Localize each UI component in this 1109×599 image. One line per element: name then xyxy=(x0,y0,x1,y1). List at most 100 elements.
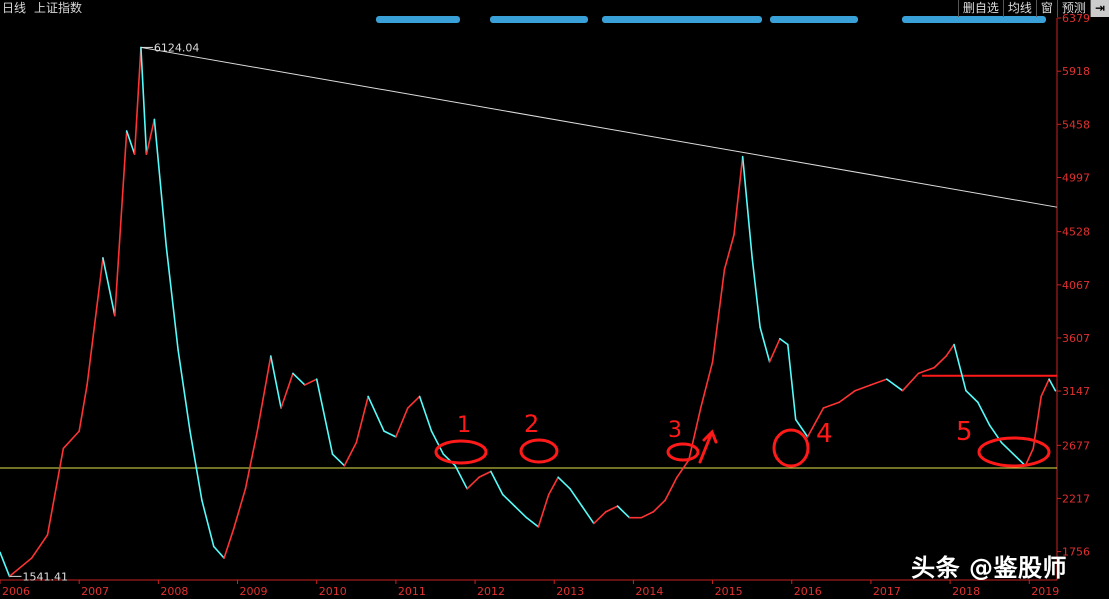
price-segment-6 xyxy=(86,257,104,386)
annotation-number-5: 5 xyxy=(956,417,973,447)
price-segment-61 xyxy=(723,234,735,271)
event-marker-bar-4 xyxy=(902,16,1046,23)
price-segment-70 xyxy=(806,407,825,438)
toolbar-moving-average[interactable]: 均线 xyxy=(1002,0,1036,17)
price-segment-29 xyxy=(343,441,358,467)
annotation-arrow xyxy=(698,429,718,464)
price-segment-26 xyxy=(304,378,318,386)
price-segment-62 xyxy=(733,155,744,236)
price-segment-80 xyxy=(953,343,967,392)
high-label: 6124.04 xyxy=(154,41,200,54)
price-segment-81 xyxy=(965,389,979,404)
price-segment-86 xyxy=(1024,447,1035,467)
event-marker-bar-2 xyxy=(602,16,762,23)
price-segment-40 xyxy=(478,470,492,479)
price-segment-41 xyxy=(490,470,504,496)
price-segment-50 xyxy=(593,511,607,525)
price-segment-59 xyxy=(699,361,714,409)
price-segment-42 xyxy=(501,493,516,507)
price-segment-35 xyxy=(418,395,433,432)
price-segment-68 xyxy=(787,343,797,421)
annotation-number-2: 2 xyxy=(524,410,539,438)
y-tick-label-8: 2677 xyxy=(1062,439,1090,452)
price-segment-43 xyxy=(513,505,528,519)
toolbar-forecast[interactable]: 预测 xyxy=(1056,0,1090,17)
x-tick-label-6: 2012 xyxy=(477,585,505,598)
price-segment-69 xyxy=(794,418,809,438)
price-segment-79 xyxy=(945,343,955,357)
price-segment-8 xyxy=(114,130,128,317)
y-tick-label-0: 6379 xyxy=(1062,12,1090,25)
watermark: 头条 @鉴股师 xyxy=(911,554,1067,582)
price-segment-7 xyxy=(102,257,116,317)
price-segment-30 xyxy=(355,395,369,444)
price-segment-22 xyxy=(256,355,272,432)
price-segment-5 xyxy=(78,384,88,432)
y-tick-label-4: 4528 xyxy=(1062,226,1090,239)
price-segment-2 xyxy=(30,534,49,559)
y-tick-label-1: 5918 xyxy=(1062,65,1090,78)
price-segment-9 xyxy=(125,130,136,155)
price-segment-19 xyxy=(223,528,235,559)
price-segment-14 xyxy=(165,245,179,352)
x-tick-label-2: 2008 xyxy=(160,585,188,598)
exit-arrow-icon[interactable]: ⇥ xyxy=(1089,0,1109,17)
price-segment-72 xyxy=(838,389,856,404)
annotation-circle-5 xyxy=(977,436,1051,468)
annotation-circle-1 xyxy=(434,439,488,465)
x-tick-label-4: 2010 xyxy=(319,585,347,598)
price-segment-88 xyxy=(1040,378,1050,398)
price-segment-84 xyxy=(1000,441,1015,455)
price-segment-17 xyxy=(201,499,215,548)
trend-line xyxy=(140,46,1058,208)
price-segment-24 xyxy=(280,372,294,409)
price-segment-65 xyxy=(759,326,771,363)
price-segment-64 xyxy=(751,257,761,329)
x-tick-label-10: 2016 xyxy=(794,585,822,598)
price-segment-85 xyxy=(1012,453,1027,467)
price-segment-15 xyxy=(177,349,191,432)
event-marker-bar-0 xyxy=(376,16,460,23)
price-segment-27 xyxy=(315,378,334,455)
price-segment-58 xyxy=(688,407,702,461)
price-segment-54 xyxy=(640,511,655,519)
price-segment-10 xyxy=(133,46,142,155)
x-tick-label-8: 2014 xyxy=(635,585,663,598)
x-tick-label-9: 2015 xyxy=(715,585,743,598)
event-marker-bar-3 xyxy=(770,16,858,23)
price-segment-31 xyxy=(367,395,385,432)
price-segment-16 xyxy=(189,430,203,502)
price-segment-12 xyxy=(145,118,156,155)
y-tick-label-5: 4067 xyxy=(1062,279,1090,292)
y-tick-label-7: 3147 xyxy=(1062,385,1090,398)
y-tick-label-3: 4997 xyxy=(1062,172,1090,185)
period-label[interactable]: 日线 xyxy=(2,1,27,15)
price-segment-1 xyxy=(8,557,33,578)
annotation-circle-4 xyxy=(772,428,810,468)
toolbar-remove-favorite[interactable]: 删自选 xyxy=(957,0,1003,17)
low-label: 1541.41 xyxy=(23,570,69,583)
price-segment-67 xyxy=(779,337,789,346)
price-segment-73 xyxy=(854,384,872,392)
price-segment-32 xyxy=(383,430,397,438)
annotation-number-3: 3 xyxy=(668,418,682,443)
price-segment-71 xyxy=(822,401,841,409)
y-tick-label-2: 5458 xyxy=(1062,118,1090,131)
price-segment-36 xyxy=(430,430,445,455)
y-tick-label-9: 2217 xyxy=(1062,492,1090,505)
toolbar-window[interactable]: 窗 xyxy=(1035,0,1057,17)
price-segment-33 xyxy=(395,407,409,438)
x-tick-label-11: 2017 xyxy=(873,585,901,598)
price-segment-34 xyxy=(406,395,421,409)
price-segment-21 xyxy=(244,430,259,490)
x-tick-label-5: 2011 xyxy=(398,585,426,598)
price-segment-47 xyxy=(557,476,571,490)
price-segment-13 xyxy=(153,118,168,248)
price-segment-44 xyxy=(525,516,540,528)
annotation-circle-3 xyxy=(666,442,700,462)
price-segment-39 xyxy=(466,476,480,490)
x-tick-label-1: 2007 xyxy=(81,585,109,598)
price-segment-25 xyxy=(292,372,306,386)
price-segment-45 xyxy=(537,493,550,528)
annotation-number-4: 4 xyxy=(816,419,833,449)
